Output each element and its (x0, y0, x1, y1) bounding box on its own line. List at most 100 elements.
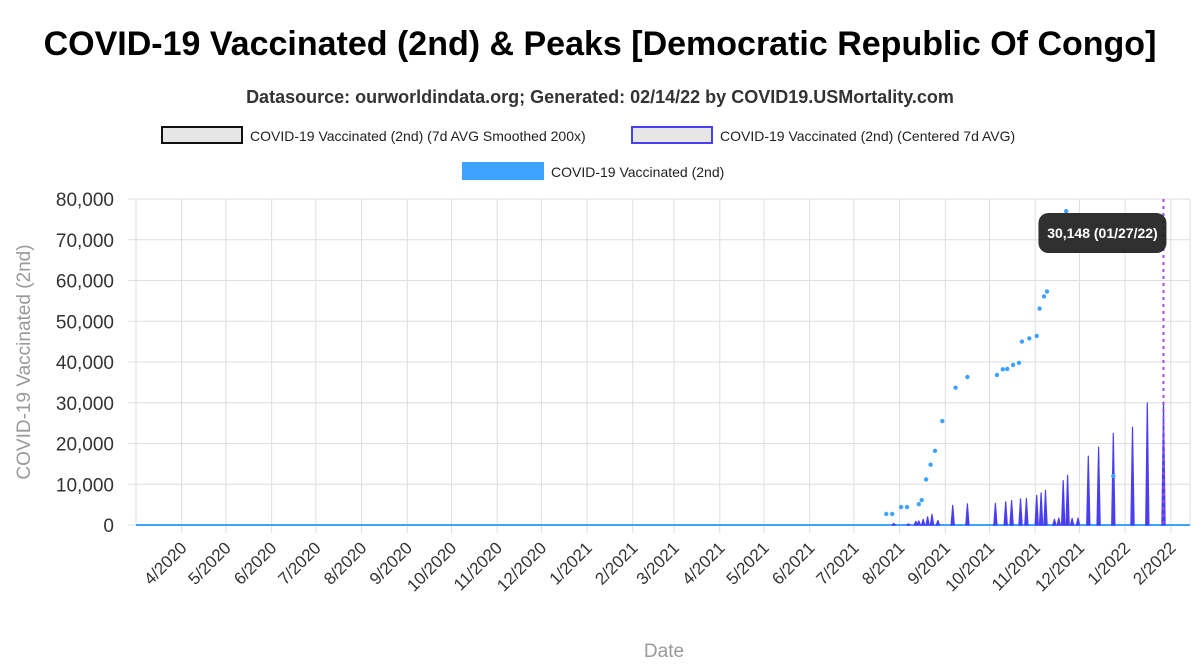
legend-item-daily[interactable]: COVID-19 Vaccinated (2nd) (462, 162, 724, 180)
chart-legend: COVID-19 Vaccinated (2nd) (7d AVG Smooth… (161, 126, 1015, 180)
centered-avg-spike (1096, 446, 1101, 526)
y-tick-label: 80,000 (56, 190, 114, 211)
x-tick-label: 7/2021 (813, 538, 863, 588)
centered-avg-spike (1075, 517, 1081, 526)
centered-avg-spike (1038, 492, 1044, 526)
centered-avg-spike (906, 523, 911, 526)
daily-point (1034, 333, 1039, 339)
daily-point (1027, 336, 1032, 341)
centered-avg-spike (925, 516, 930, 526)
centered-avg-spike (916, 520, 921, 526)
x-tick-label: 4/2020 (140, 538, 190, 588)
centered-avg-spike (913, 520, 918, 526)
daily-point (923, 477, 929, 482)
daily-point (932, 448, 938, 453)
daily-point (1037, 306, 1042, 311)
legend-item-smoothed[interactable]: COVID-19 Vaccinated (2nd) (7d AVG Smooth… (161, 126, 586, 144)
x-tick-label: 1/2021 (546, 538, 596, 588)
legend-swatch-smoothed (161, 126, 243, 144)
centered-avg-spike (1086, 455, 1091, 526)
daily-point (1044, 289, 1050, 294)
x-tick-label: 4/2021 (678, 538, 728, 588)
daily-point (1016, 360, 1022, 365)
centered-avg-spike (1111, 432, 1116, 526)
centered-avg-spike (1034, 494, 1039, 526)
centered-avg-spike (921, 518, 926, 526)
x-tick-label: 6/2020 (230, 538, 280, 588)
daily-point (1041, 294, 1047, 299)
centered-avg-spike (1009, 500, 1014, 526)
x-tick-label: 7/2020 (274, 538, 324, 588)
x-axis-title: Date (644, 641, 684, 662)
centered-avg-spike (1052, 518, 1057, 526)
daily-point (994, 372, 1000, 378)
plot-annotations: 30,148 (01/27/22) (1038, 199, 1167, 525)
legend-label-daily: COVID-19 Vaccinated (2nd) (551, 164, 724, 180)
daily-point (904, 504, 910, 510)
x-tick-label: 2/2021 (591, 538, 641, 588)
centered-avg-spike (1043, 489, 1048, 526)
centered-avg-spike (935, 519, 941, 526)
daily-point (1000, 367, 1005, 372)
chart-title: COVID-19 Vaccinated (2nd) & Peaks [Democ… (44, 25, 1157, 63)
legend-swatch-daily (462, 162, 544, 180)
x-tick-label: 5/2020 (185, 538, 235, 588)
y-axis: 0 10,000 20,000 30,000 40,000 50,000 60,000 70,… (56, 190, 136, 537)
centered-avg-spike (1069, 517, 1075, 526)
centered-avg-spike (929, 513, 935, 526)
legend-item-centered-avg[interactable]: COVID-19 Vaccinated (2nd) (Centered 7d A… (631, 126, 1015, 144)
centered-avg-spike (1018, 498, 1023, 526)
x-tick-label: 3/2021 (633, 538, 683, 588)
y-tick-label: 70,000 (56, 231, 114, 252)
plot-series (136, 209, 1190, 526)
y-tick-label: 50,000 (56, 312, 114, 333)
x-tick-label: 6/2021 (768, 538, 818, 588)
y-tick-label: 0 (103, 516, 114, 537)
tooltip-text: 30,148 (01/27/22) (1047, 225, 1158, 241)
daily-point (965, 374, 970, 380)
centered-avg-spike (1003, 501, 1008, 526)
daily-point (940, 418, 945, 424)
daily-point (916, 502, 921, 507)
daily-point (928, 462, 933, 467)
y-tick-label: 20,000 (56, 435, 114, 456)
centered-avg-spike (891, 522, 896, 526)
daily-point (1010, 362, 1016, 368)
x-axis: 4/20205/20206/20207/20208/20209/202010/2… (140, 538, 1179, 595)
y-axis-title: COVID-19 Vaccinated (2nd) (14, 244, 35, 479)
centered-avg-spike (1024, 497, 1029, 526)
centered-avg-spike (993, 502, 998, 526)
daily-point (890, 511, 895, 517)
centered-avg-spike (950, 504, 955, 526)
plot-grid (135, 198, 1191, 533)
y-tick-label: 30,000 (56, 394, 114, 415)
x-tick-label: 8/2021 (858, 538, 908, 588)
legend-swatch-centered-avg (631, 126, 713, 144)
x-tick-label: 5/2021 (723, 538, 773, 588)
tooltip-box (1038, 213, 1167, 253)
centered-avg-spike (1130, 426, 1135, 526)
centered-avg-spike (1056, 517, 1061, 526)
legend-label-centered-avg: COVID-19 Vaccinated (2nd) (Centered 7d A… (720, 128, 1015, 144)
x-tick-label: 8/2020 (320, 538, 370, 588)
centered-avg-spike (965, 503, 970, 526)
x-tick-label: 2/2022 (1129, 538, 1179, 588)
y-tick-label: 10,000 (56, 475, 114, 496)
x-tick-label: 12/2021 (1031, 538, 1088, 595)
y-tick-label: 60,000 (56, 272, 114, 293)
x-tick-label: 12/2020 (493, 538, 550, 595)
centered-avg-spike (1145, 402, 1150, 526)
daily-point (1005, 366, 1010, 372)
daily-point (1064, 209, 1069, 214)
daily-point (919, 497, 924, 503)
legend-label-smoothed: COVID-19 Vaccinated (2nd) (7d AVG Smooth… (250, 128, 586, 144)
daily-point (1019, 339, 1025, 344)
daily-point (953, 385, 958, 390)
daily-point (898, 504, 904, 510)
centered-avg-spike (1161, 401, 1166, 526)
chart-subtitle: Datasource: ourworldindata.org; Generate… (246, 87, 954, 107)
centered-avg-spike (1061, 480, 1066, 526)
daily-point (1111, 473, 1116, 479)
daily-point (884, 511, 889, 517)
